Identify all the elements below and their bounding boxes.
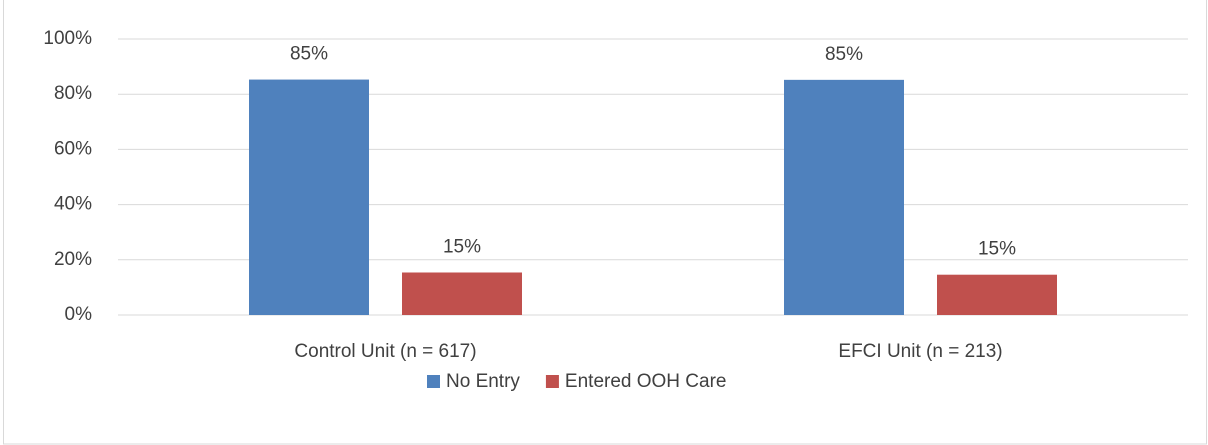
y-tick-label: 80% [54, 83, 92, 104]
bar [937, 274, 1057, 315]
y-tick-label: 60% [54, 138, 92, 159]
y-tick-label: 100% [43, 28, 92, 49]
data-label: 15% [978, 239, 1016, 260]
x-tick-label: Control Unit (n = 617) [294, 341, 476, 362]
legend-label: Entered OOH Care [565, 371, 727, 392]
bar [784, 79, 904, 316]
bar [249, 79, 369, 316]
data-label: 15% [443, 237, 481, 258]
x-tick-label: EFCI Unit (n = 213) [838, 341, 1002, 362]
data-label: 85% [825, 44, 863, 65]
legend-swatch [427, 375, 440, 388]
legend-swatch [545, 375, 559, 388]
data-label: 85% [290, 44, 328, 65]
chart-frame [3, 0, 1207, 445]
y-tick-label: 0% [65, 304, 93, 325]
y-tick-label: 40% [54, 194, 92, 215]
bar [402, 272, 522, 315]
y-tick-label: 20% [54, 249, 92, 270]
legend-label: No Entry [446, 371, 520, 392]
